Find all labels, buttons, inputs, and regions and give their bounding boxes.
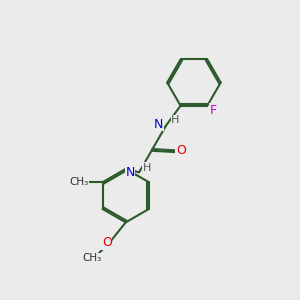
Text: CH₃: CH₃: [70, 177, 89, 187]
Text: H: H: [143, 163, 151, 173]
Text: H: H: [171, 116, 180, 125]
Text: N: N: [154, 118, 163, 131]
Text: O: O: [102, 236, 112, 249]
Text: F: F: [210, 104, 217, 117]
Text: N: N: [125, 166, 135, 179]
Text: CH₃: CH₃: [82, 254, 102, 263]
Text: O: O: [176, 144, 186, 157]
